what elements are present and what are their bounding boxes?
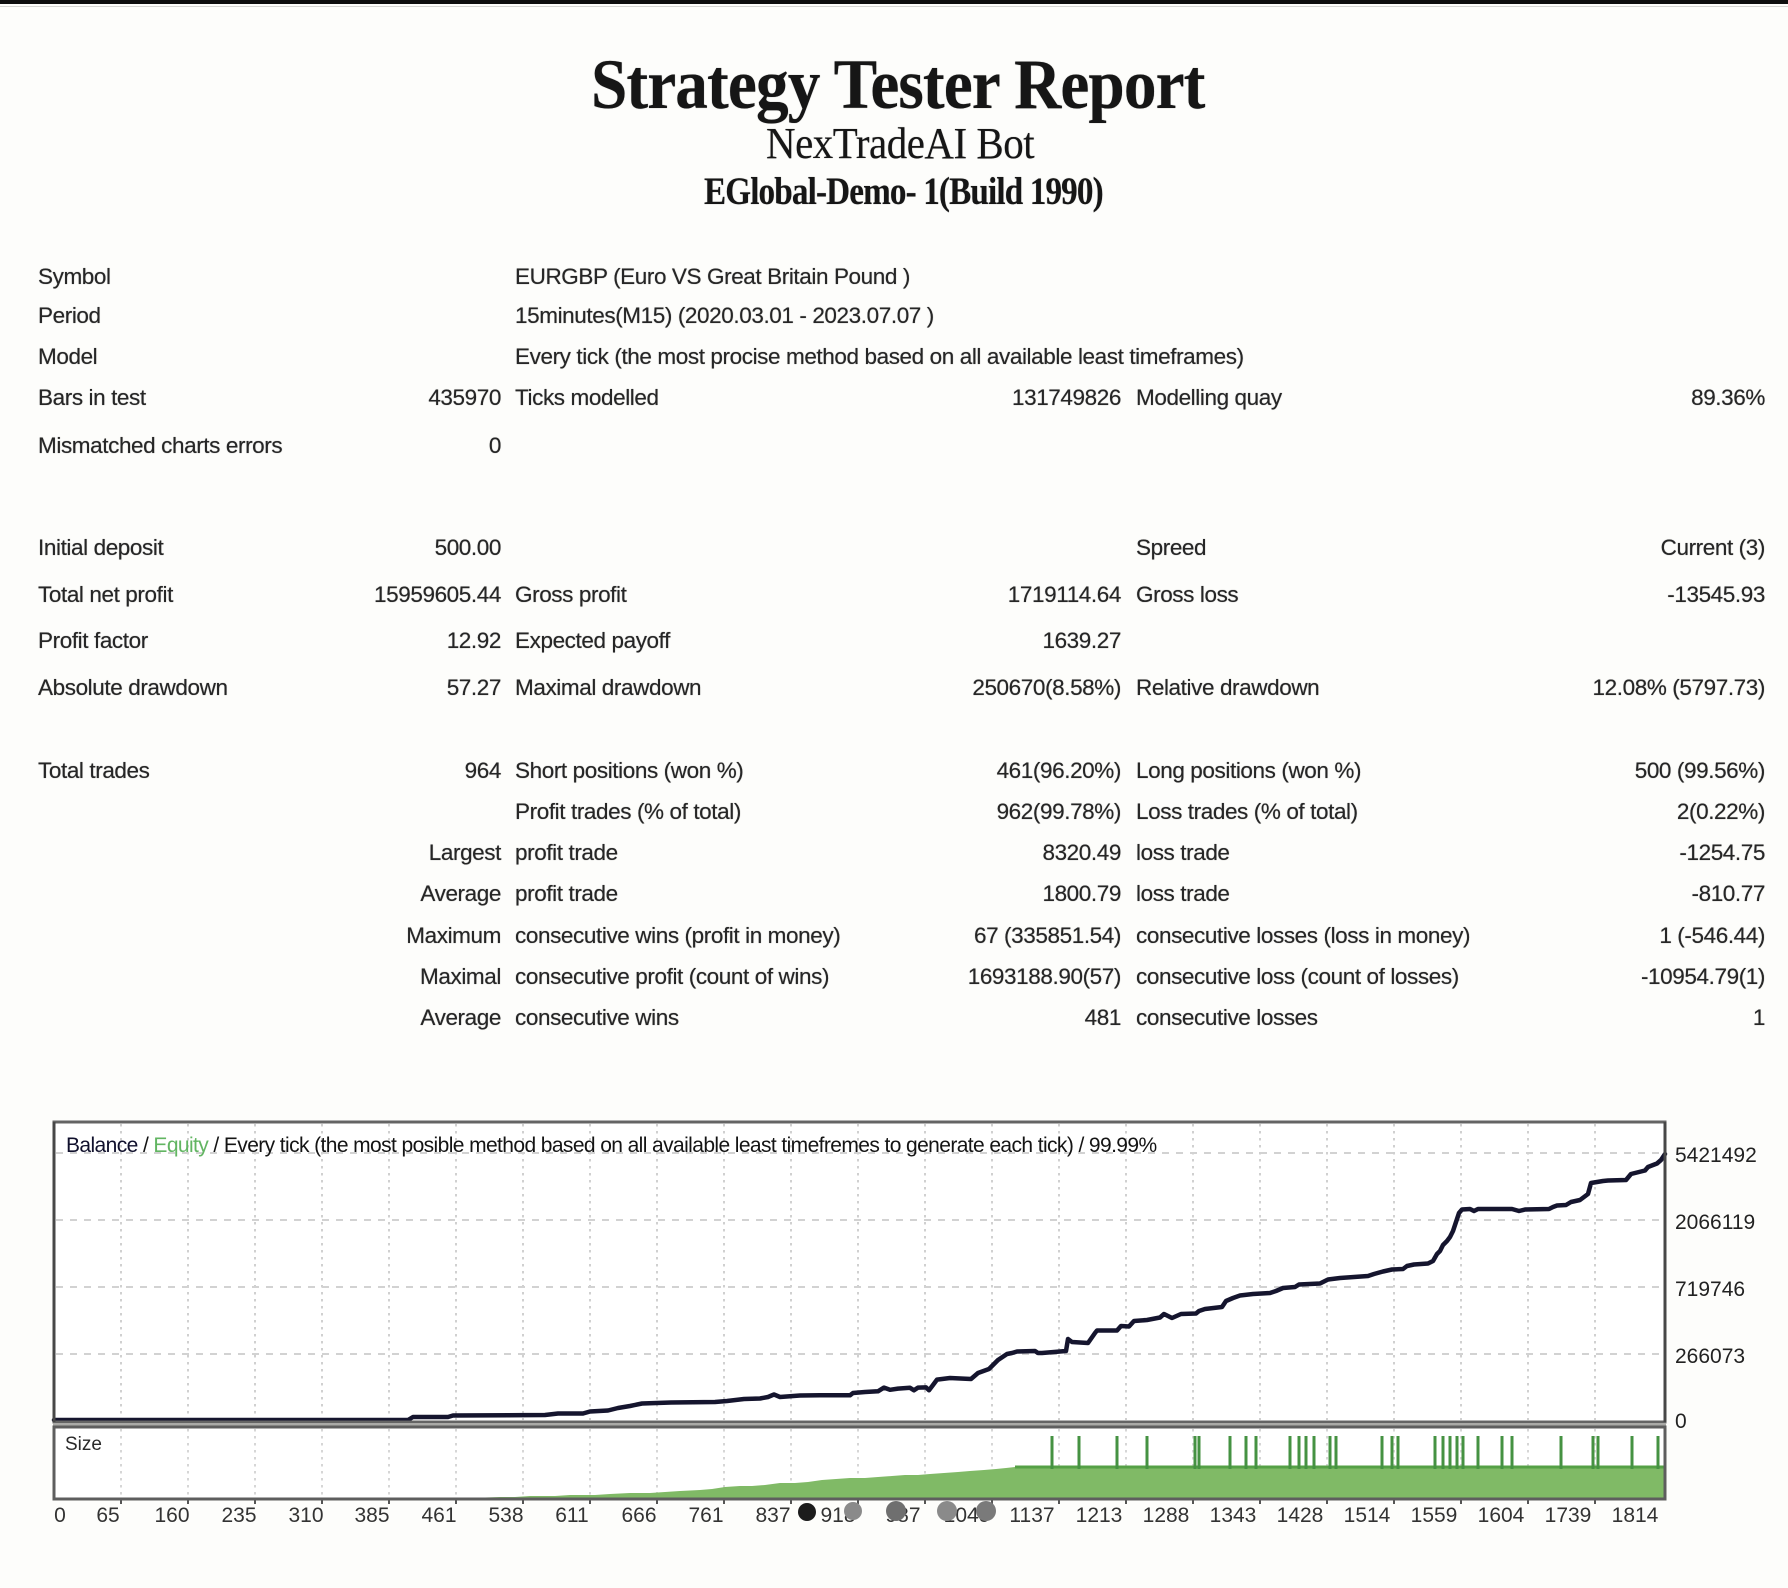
svg-text:1288: 1288 xyxy=(1143,1504,1190,1527)
svg-text:266073: 266073 xyxy=(1675,1345,1745,1368)
svg-text:1559: 1559 xyxy=(1411,1504,1458,1527)
svg-text:Balance / Equity / Every tick: Balance / Equity / Every tick (the most … xyxy=(66,1134,1157,1157)
svg-text:1514: 1514 xyxy=(1344,1504,1391,1527)
svg-text:160: 160 xyxy=(154,1504,189,1527)
svg-text:1428: 1428 xyxy=(1277,1504,1324,1527)
svg-text:1739: 1739 xyxy=(1545,1504,1592,1527)
svg-text:719746: 719746 xyxy=(1675,1278,1745,1301)
svg-text:1814: 1814 xyxy=(1612,1504,1659,1527)
svg-text:Size: Size xyxy=(65,1434,102,1455)
svg-text:666: 666 xyxy=(621,1504,656,1527)
svg-text:1604: 1604 xyxy=(1478,1504,1525,1527)
svg-text:65: 65 xyxy=(96,1504,119,1527)
svg-text:538: 538 xyxy=(488,1504,523,1527)
svg-text:461: 461 xyxy=(421,1504,456,1527)
svg-text:310: 310 xyxy=(288,1504,323,1527)
svg-text:1137: 1137 xyxy=(1009,1504,1054,1527)
svg-text:0: 0 xyxy=(1675,1410,1687,1433)
svg-text:235: 235 xyxy=(221,1504,256,1527)
svg-text:611: 611 xyxy=(555,1504,588,1527)
svg-text:5421492: 5421492 xyxy=(1675,1144,1757,1167)
svg-text:2066119: 2066119 xyxy=(1675,1211,1755,1234)
svg-text:837: 837 xyxy=(755,1504,790,1527)
svg-text:1343: 1343 xyxy=(1210,1504,1257,1527)
svg-text:1213: 1213 xyxy=(1076,1504,1123,1527)
svg-text:761: 761 xyxy=(688,1504,723,1527)
svg-text:0: 0 xyxy=(54,1504,66,1527)
svg-text:385: 385 xyxy=(354,1504,389,1527)
